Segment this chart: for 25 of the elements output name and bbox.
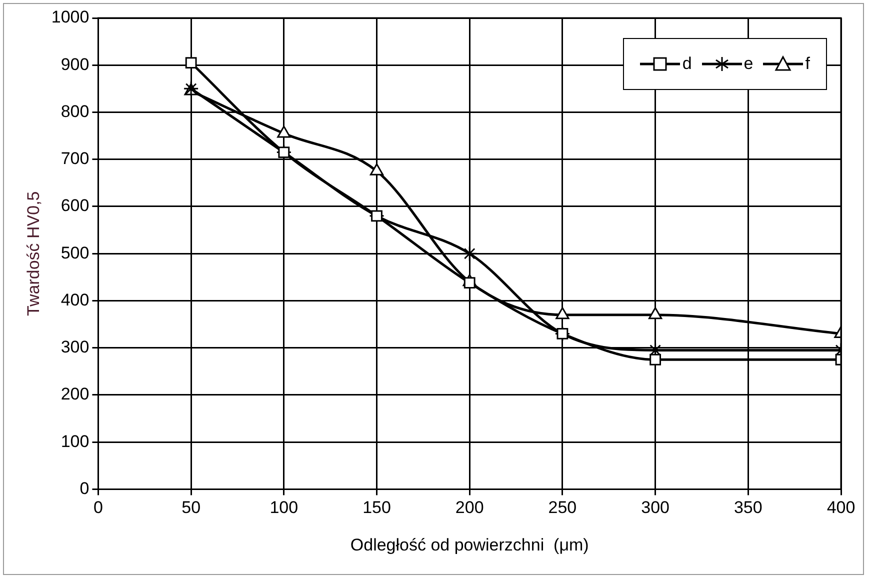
x-tick-label: 250: [548, 498, 577, 518]
y-tick-label: 100: [60, 432, 90, 451]
y-tick-label: 600: [60, 196, 90, 216]
x-tick-label: 100: [270, 498, 298, 518]
x-tick-label: 0: [93, 498, 103, 518]
legend-label: e: [744, 54, 754, 74]
legend-label: f: [805, 54, 810, 74]
y-tick-label: 400: [60, 290, 90, 310]
x-tick-label: 400: [826, 498, 856, 518]
x-tick-label: 150: [362, 498, 391, 518]
y-tick-label: 500: [60, 243, 90, 262]
y-tick-label: 700: [60, 149, 90, 168]
y-tick-label: 0: [80, 478, 90, 498]
y-axis-title: Twardość HV0,5: [24, 191, 43, 316]
y-tick-label: 900: [60, 54, 90, 74]
y-tick-label: 800: [60, 102, 90, 121]
x-axis-title: Odległość od powierzchni (μm): [350, 535, 589, 554]
y-tick-label: 300: [60, 338, 90, 357]
x-tick-label: 300: [641, 498, 670, 518]
x-tick-label: 50: [182, 498, 201, 518]
x-tick-label: 350: [734, 498, 762, 518]
x-tick-label: 200: [455, 498, 484, 518]
y-tick-label: 1000: [51, 8, 90, 27]
y-tick-label: 200: [60, 384, 90, 404]
legend-label: d: [682, 54, 692, 74]
